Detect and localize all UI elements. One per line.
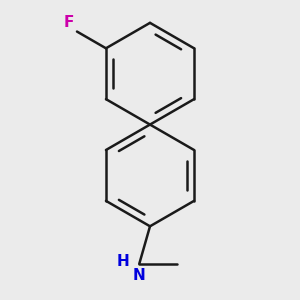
Text: H: H — [117, 254, 130, 268]
Text: N: N — [133, 268, 146, 283]
Text: F: F — [64, 15, 74, 30]
